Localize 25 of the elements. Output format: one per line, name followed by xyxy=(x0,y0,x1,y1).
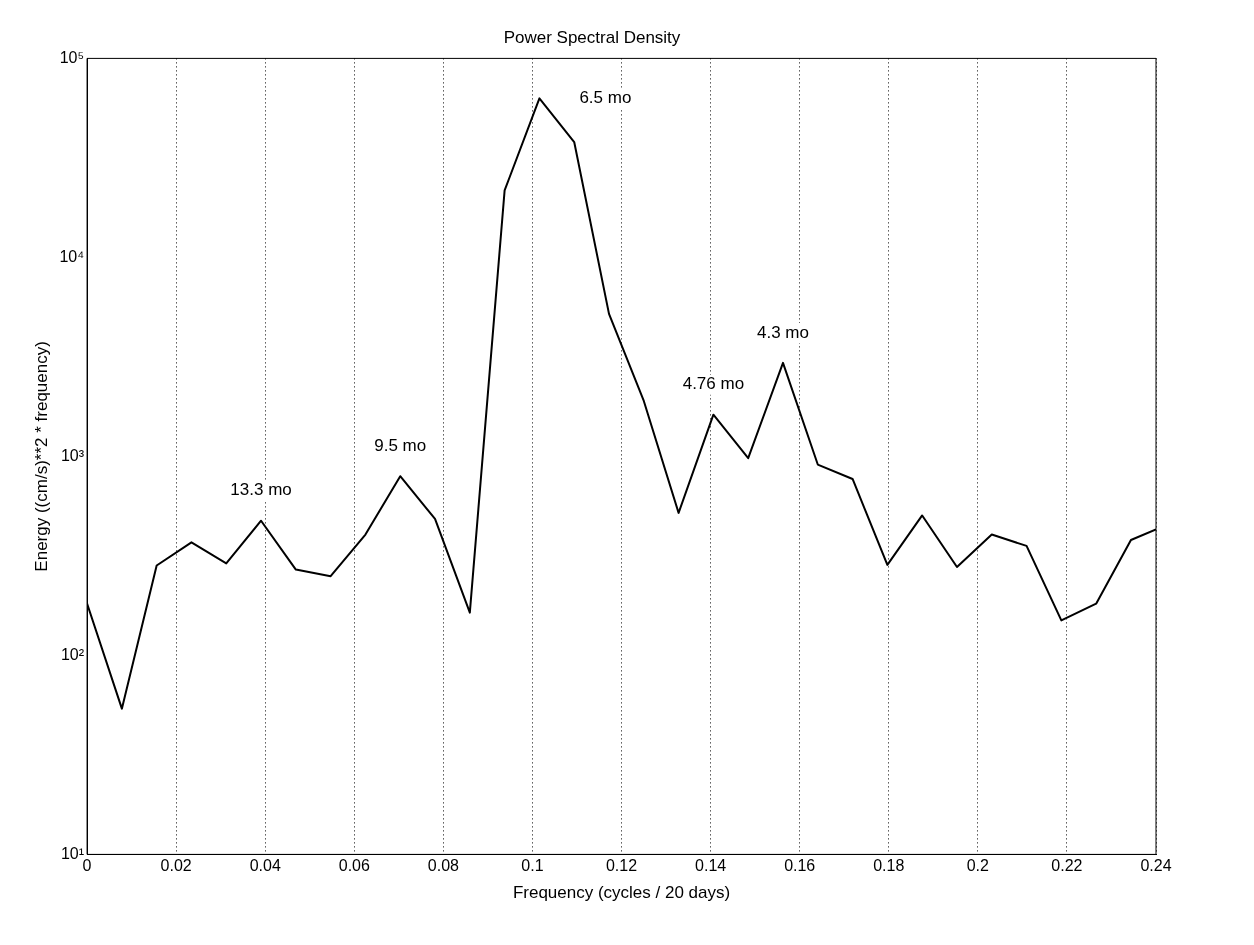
x-tick-label: 0.12 xyxy=(605,857,638,875)
x-tick-label: 0.24 xyxy=(1140,857,1172,875)
y-tick-label: 10² xyxy=(60,645,85,663)
annotation: 6.5 mo xyxy=(579,88,632,108)
x-tick-label: 0.04 xyxy=(249,857,281,875)
x-tick-label: 0.08 xyxy=(427,857,460,875)
x-tick-label: 0.2 xyxy=(966,857,990,875)
x-tick-label: 0.16 xyxy=(784,857,816,875)
annotation: 13.3 mo xyxy=(230,480,292,500)
y-axis-title: Energy ((cm/s)**2 * frequency) xyxy=(31,341,51,572)
x-tick-label: 0.1 xyxy=(521,857,544,875)
x-tick-label: 0.06 xyxy=(338,857,370,875)
x-tick-label: 0.18 xyxy=(873,857,905,875)
y-tick-label: 10³ xyxy=(60,446,85,464)
y-tick-label: 10⁵ xyxy=(59,48,85,66)
x-axis-title: Frequency (cycles / 20 days) xyxy=(512,883,731,903)
x-tick-label: 0.22 xyxy=(1051,857,1083,875)
y-tick-label: 10⁴ xyxy=(59,247,85,265)
x-tick-label: 0 xyxy=(82,857,92,875)
annotation: 9.5 mo xyxy=(374,435,427,455)
annotation: 4.76 mo xyxy=(682,374,745,394)
chart-title: Power Spectral Density xyxy=(503,27,681,47)
x-tick-label: 0.02 xyxy=(160,857,192,875)
x-tick-label: 0.14 xyxy=(695,857,727,875)
annotation: 4.3 mo xyxy=(757,322,809,342)
